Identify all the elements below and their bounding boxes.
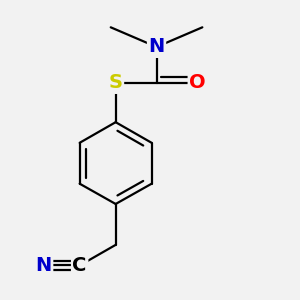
Text: C: C: [73, 256, 87, 275]
Text: N: N: [35, 256, 52, 275]
Text: S: S: [109, 74, 123, 92]
Text: N: N: [148, 38, 165, 56]
Text: O: O: [189, 74, 206, 92]
